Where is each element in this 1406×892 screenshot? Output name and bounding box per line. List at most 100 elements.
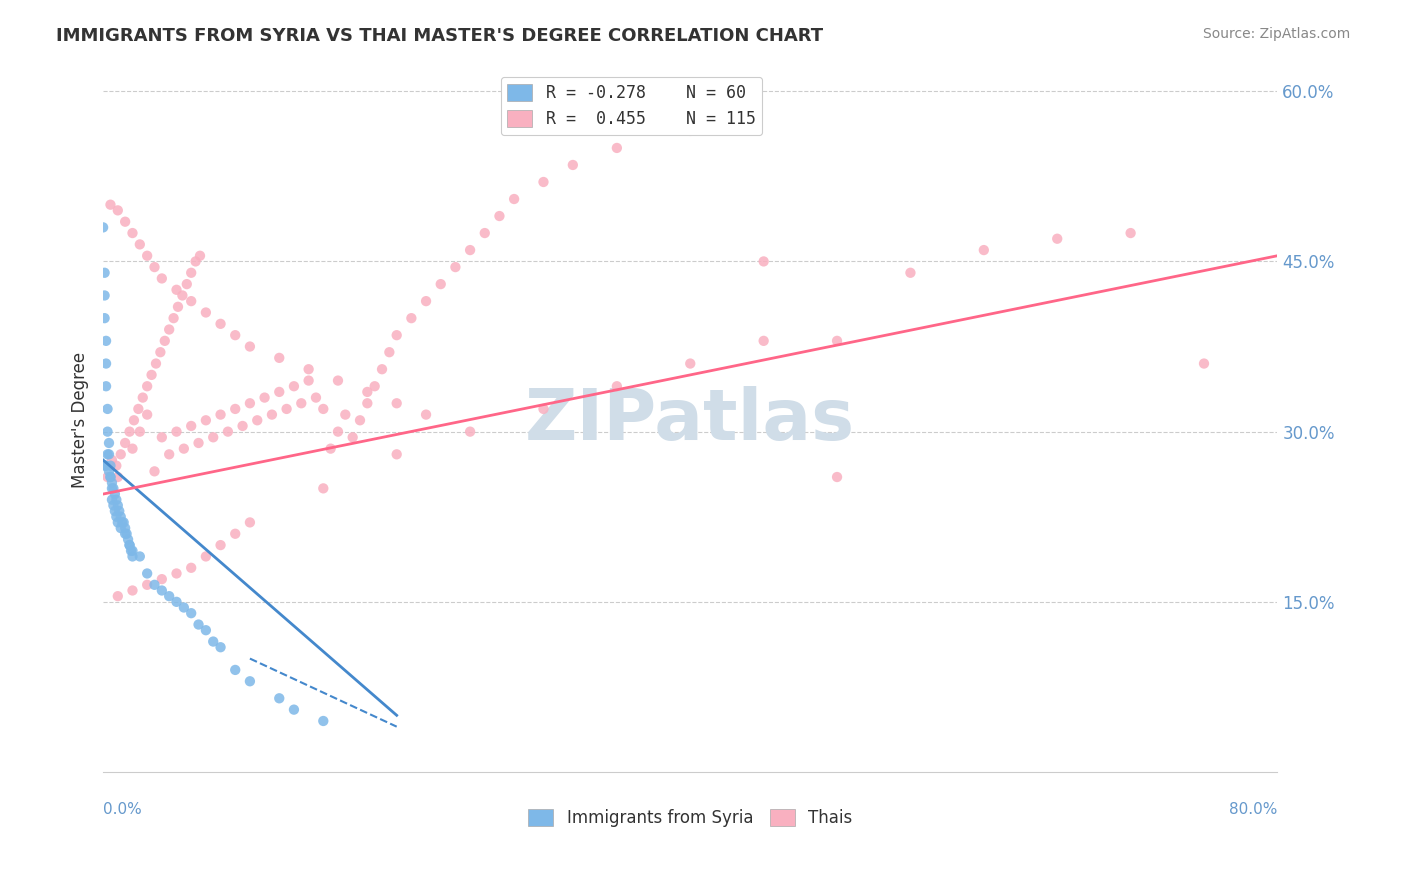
- Point: [561, 158, 583, 172]
- Point: [136, 578, 159, 592]
- Point: [224, 526, 246, 541]
- Point: [283, 379, 305, 393]
- Point: [679, 124, 702, 138]
- Point: [150, 572, 173, 586]
- Point: [100, 470, 122, 484]
- Point: [101, 475, 124, 490]
- Point: [110, 521, 132, 535]
- Point: [118, 538, 141, 552]
- Point: [132, 391, 155, 405]
- Point: [224, 401, 246, 416]
- Point: [121, 583, 143, 598]
- Point: [209, 538, 232, 552]
- Point: [752, 254, 775, 268]
- Point: [166, 283, 188, 297]
- Point: [326, 374, 349, 388]
- Point: [269, 351, 291, 365]
- Point: [153, 334, 176, 348]
- Text: 0.0%: 0.0%: [103, 802, 142, 817]
- Point: [94, 379, 117, 393]
- Point: [187, 436, 209, 450]
- Point: [184, 254, 207, 268]
- Point: [290, 396, 312, 410]
- Point: [825, 470, 848, 484]
- Point: [224, 328, 246, 343]
- Point: [194, 549, 217, 564]
- Point: [180, 606, 202, 620]
- Point: [114, 521, 136, 535]
- Point: [122, 413, 145, 427]
- Point: [385, 328, 408, 343]
- Point: [121, 442, 143, 456]
- Point: [180, 561, 202, 575]
- Text: Source: ZipAtlas.com: Source: ZipAtlas.com: [1202, 27, 1350, 41]
- Point: [150, 583, 173, 598]
- Point: [239, 516, 262, 530]
- Point: [100, 470, 122, 484]
- Point: [162, 311, 184, 326]
- Point: [167, 300, 190, 314]
- Point: [96, 425, 118, 439]
- Point: [194, 305, 217, 319]
- Point: [1119, 226, 1142, 240]
- Point: [239, 396, 262, 410]
- Point: [115, 526, 138, 541]
- Point: [269, 384, 291, 399]
- Point: [110, 447, 132, 461]
- Point: [120, 543, 142, 558]
- Point: [188, 249, 211, 263]
- Point: [117, 533, 139, 547]
- Point: [166, 595, 188, 609]
- Point: [349, 413, 371, 427]
- Point: [136, 566, 159, 581]
- Point: [1046, 232, 1069, 246]
- Point: [121, 549, 143, 564]
- Point: [166, 425, 188, 439]
- Point: [173, 600, 195, 615]
- Point: [136, 408, 159, 422]
- Point: [121, 543, 143, 558]
- Point: [194, 624, 217, 638]
- Point: [283, 703, 305, 717]
- Point: [93, 288, 115, 302]
- Point: [415, 294, 437, 309]
- Point: [825, 334, 848, 348]
- Point: [371, 362, 394, 376]
- Point: [269, 691, 291, 706]
- Point: [143, 578, 166, 592]
- Point: [180, 294, 202, 309]
- Point: [121, 226, 143, 240]
- Point: [209, 408, 232, 422]
- Point: [94, 357, 117, 371]
- Point: [429, 277, 451, 292]
- Point: [105, 458, 128, 473]
- Point: [444, 260, 467, 274]
- Point: [105, 492, 128, 507]
- Point: [973, 243, 995, 257]
- Y-axis label: Master's Degree: Master's Degree: [72, 352, 89, 488]
- Point: [458, 425, 481, 439]
- Point: [298, 374, 321, 388]
- Point: [103, 481, 125, 495]
- Point: [145, 357, 167, 371]
- Point: [239, 674, 262, 689]
- Point: [150, 430, 173, 444]
- Point: [141, 368, 163, 382]
- Point: [101, 453, 124, 467]
- Point: [94, 458, 117, 473]
- Point: [136, 249, 159, 263]
- Point: [533, 401, 555, 416]
- Point: [118, 538, 141, 552]
- Point: [94, 334, 117, 348]
- Point: [239, 339, 262, 353]
- Point: [298, 362, 321, 376]
- Point: [150, 271, 173, 285]
- Point: [91, 220, 114, 235]
- Point: [458, 243, 481, 257]
- Point: [98, 436, 121, 450]
- Point: [385, 447, 408, 461]
- Point: [112, 516, 135, 530]
- Point: [900, 266, 922, 280]
- Point: [93, 311, 115, 326]
- Point: [96, 470, 118, 484]
